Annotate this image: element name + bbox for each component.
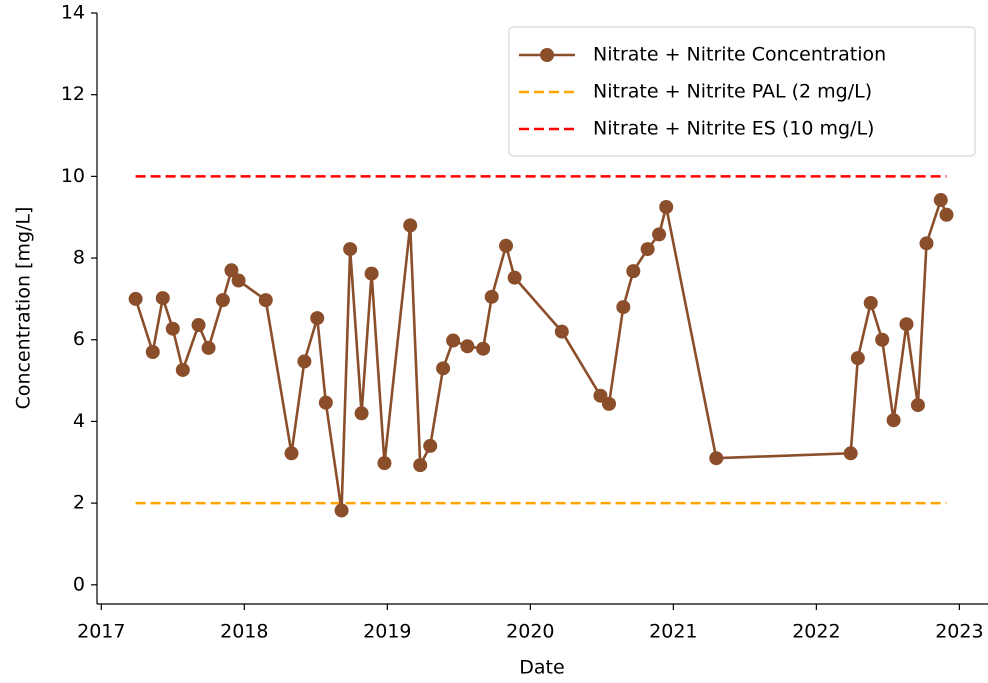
data-point	[310, 311, 325, 326]
data-point	[875, 332, 890, 347]
data-point	[626, 264, 641, 279]
data-point	[231, 273, 246, 288]
y-tick-label: 8	[73, 247, 85, 269]
data-point	[843, 446, 858, 461]
data-point	[446, 333, 461, 348]
y-tick-label: 0	[73, 573, 85, 595]
data-point	[910, 398, 925, 413]
y-tick-label: 6	[73, 328, 85, 350]
data-point	[616, 300, 631, 315]
data-point	[554, 324, 569, 339]
data-point	[652, 227, 667, 242]
legend-swatch	[540, 48, 554, 62]
data-point	[201, 340, 216, 355]
data-point	[886, 413, 901, 428]
data-point	[484, 289, 499, 304]
legend: Nitrate + Nitrite Concentration Nitrate +…	[508, 26, 976, 157]
y-tick-label: 2	[73, 492, 85, 514]
data-point	[155, 291, 170, 306]
y-tick-label: 12	[61, 83, 85, 105]
data-point	[297, 354, 312, 369]
data-point	[224, 263, 239, 278]
data-point	[191, 318, 206, 333]
data-point	[165, 321, 180, 336]
data-point	[919, 236, 934, 251]
legend-label: Nitrate + Nitrite ES (10 mg/L)	[593, 118, 874, 140]
data-point	[850, 351, 865, 366]
data-point	[145, 344, 160, 359]
data-point	[863, 295, 878, 310]
data-point	[436, 361, 451, 376]
data-point	[939, 207, 954, 222]
data-point	[413, 458, 428, 473]
x-tick-label: 2021	[649, 621, 697, 643]
data-point	[284, 446, 299, 461]
data-point	[499, 238, 514, 253]
x-tick-label: 2022	[792, 621, 840, 643]
data-point	[128, 291, 143, 306]
data-point	[318, 395, 333, 410]
data-point	[403, 218, 418, 233]
data-point	[215, 293, 230, 308]
data-point	[334, 503, 349, 518]
data-point	[343, 242, 358, 257]
legend-box	[508, 26, 976, 157]
data-point	[659, 200, 674, 215]
data-point	[899, 317, 914, 332]
y-tick-label: 14	[61, 2, 85, 24]
data-point	[933, 193, 948, 208]
data-point	[640, 242, 655, 257]
data-point	[377, 456, 392, 471]
legend-label: Nitrate + Nitrite PAL (2 mg/L)	[593, 81, 872, 103]
data-point	[709, 451, 724, 466]
x-axis-label: Date	[519, 657, 564, 679]
legend-label: Nitrate + Nitrite Concentration	[593, 44, 886, 66]
data-point	[175, 362, 190, 377]
y-tick-label: 10	[61, 165, 85, 187]
data-point	[364, 266, 379, 281]
x-tick-label: 2019	[363, 621, 411, 643]
x-tick-label: 2017	[77, 621, 125, 643]
data-line	[134, 196, 948, 511]
y-tick-label: 4	[73, 410, 85, 432]
y-axis-label: Concentration [mg/L]	[13, 207, 35, 410]
data-point	[460, 339, 475, 354]
data-point	[602, 396, 617, 411]
x-tick-label: 2020	[506, 621, 554, 643]
data-point	[507, 270, 522, 285]
x-tick-label: 2023	[935, 621, 983, 643]
x-tick-label: 2018	[220, 621, 268, 643]
data-point	[258, 293, 273, 308]
data-point	[476, 341, 491, 356]
data-point	[423, 438, 438, 453]
data-point	[354, 406, 369, 421]
